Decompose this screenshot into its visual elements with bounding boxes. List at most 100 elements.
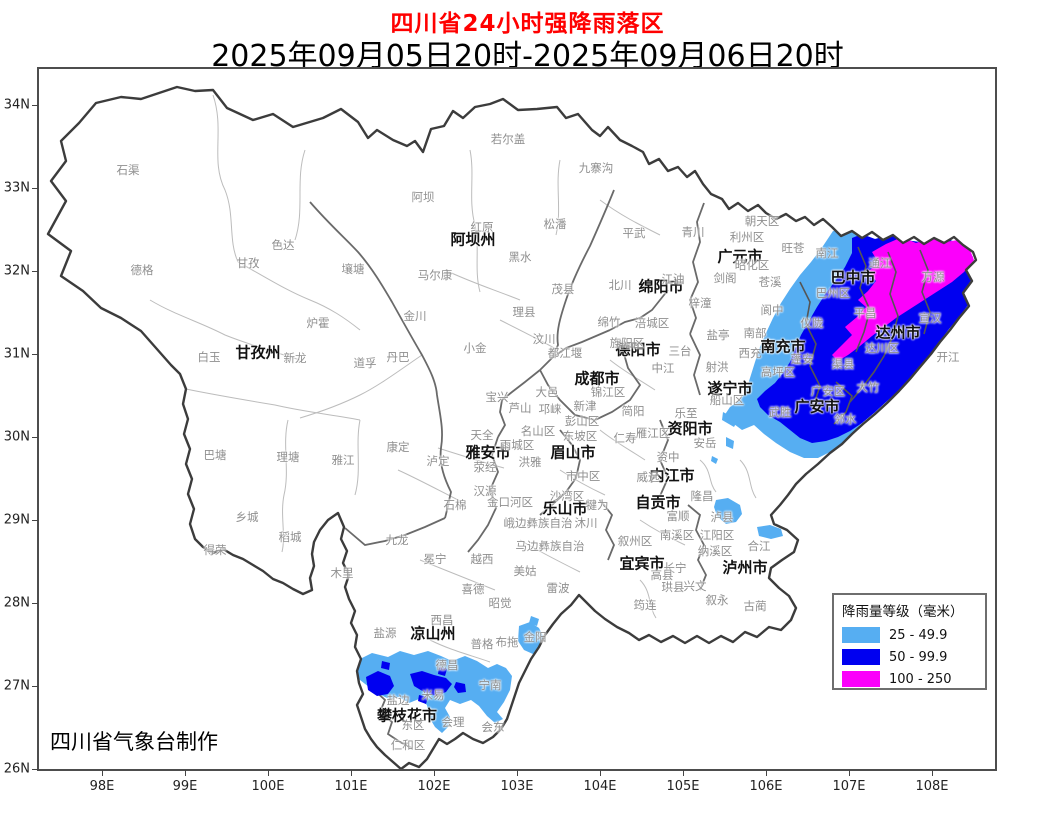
- county-label: 蓬安: [790, 352, 814, 366]
- legend-swatch-1: [842, 649, 880, 665]
- x-tick-mark: [434, 770, 435, 776]
- county-label: 长宁: [663, 561, 687, 575]
- county-label: 威远: [636, 470, 660, 484]
- rainfall-legend: 降雨量等级（毫米） 25 - 49.9 50 - 99.9 100 - 250: [832, 593, 987, 690]
- county-label: 通江: [868, 256, 892, 270]
- prefecture-label: 自贡市: [635, 493, 681, 512]
- county-label: 金口河区: [487, 495, 533, 509]
- rain-sliver-anyue-1: [726, 437, 734, 449]
- county-label: 色达: [271, 238, 295, 252]
- county-label: 安岳: [693, 436, 717, 450]
- rain-blob-south-1: [366, 671, 394, 696]
- county-label: 富顺: [666, 509, 690, 523]
- county-label: 昭化区: [734, 258, 770, 272]
- county-label: 越西: [470, 552, 494, 566]
- prefecture-label: 眉山市: [550, 443, 596, 462]
- county-label: 丹巴: [386, 350, 410, 364]
- prefecture-label: 攀枝花市: [376, 706, 438, 725]
- legend-item: 100 - 250: [842, 668, 985, 690]
- legend-swatch-2: [842, 671, 880, 687]
- x-tick-label: 106E: [749, 779, 783, 794]
- y-tick-mark: [32, 354, 38, 355]
- rain-sliver-chuanshan: [722, 412, 738, 427]
- county-label: 大邑: [535, 385, 559, 399]
- county-label: 若尔盖: [490, 132, 526, 146]
- county-label: 渠县: [831, 357, 855, 371]
- legend-item: 50 - 99.9: [842, 646, 985, 668]
- county-label: 犍为: [585, 498, 609, 512]
- county-label: 甘孜: [236, 256, 260, 270]
- prefecture-label: 乐山市: [542, 499, 588, 518]
- county-label: 宝兴: [485, 390, 509, 404]
- county-label: 古蔺: [743, 599, 767, 613]
- y-tick-label: 26N: [3, 761, 30, 777]
- x-tick-mark: [766, 770, 767, 776]
- county-label: 邻水: [833, 412, 857, 426]
- rain-area-heavy-northeast: [832, 237, 974, 361]
- rain-patch-jinyang: [518, 622, 544, 654]
- county-label: 资中: [656, 450, 680, 464]
- y-tick-label: 27N: [3, 678, 30, 694]
- y-tick-mark: [32, 769, 38, 770]
- x-tick-label: 104E: [583, 779, 617, 794]
- y-tick-mark: [32, 437, 38, 438]
- prefecture-label: 南充市: [760, 337, 806, 356]
- county-label: 南江: [815, 246, 839, 260]
- county-label: 洪雅: [518, 455, 542, 469]
- county-label: 得荣: [203, 543, 227, 557]
- y-tick-label: 33N: [3, 180, 30, 196]
- prefecture-label: 遂宁市: [707, 379, 753, 398]
- county-label: 苍溪: [758, 275, 782, 289]
- prefecture-label: 达州市: [875, 323, 921, 342]
- prefecture-label: 广安市: [794, 397, 840, 416]
- x-tick-label: 102E: [417, 779, 451, 794]
- boundaries-over-rain: [799, 246, 931, 425]
- county-label: 简阳: [621, 404, 645, 418]
- county-label: 雁江区: [635, 426, 671, 440]
- county-label: 旌阳区: [609, 336, 645, 350]
- county-label: 高坪区: [760, 365, 796, 379]
- county-label: 新津: [573, 399, 597, 413]
- county-label: 沐川: [574, 516, 598, 530]
- y-tick-label: 32N: [3, 263, 30, 279]
- county-label: 利州区: [729, 230, 765, 244]
- county-label: 马尔康: [417, 268, 453, 282]
- county-label: 松潘: [543, 217, 567, 231]
- county-label: 马边彝族自治: [515, 539, 585, 553]
- county-label: 石渠: [116, 163, 140, 177]
- county-label: 盐亭: [706, 328, 730, 342]
- county-label: 名山区: [520, 424, 556, 438]
- province-outline: [46, 85, 978, 771]
- county-label: 平昌: [853, 306, 877, 320]
- y-tick-label: 30N: [3, 429, 30, 445]
- county-label: 武胜: [768, 405, 792, 419]
- county-label: 阆中: [760, 303, 784, 317]
- county-label: 小金: [463, 341, 487, 355]
- rain-sliver-anyue-2: [711, 456, 718, 464]
- legend-item-label: 100 - 250: [889, 671, 952, 687]
- y-tick-mark: [32, 520, 38, 521]
- county-label: 汶川: [532, 332, 556, 346]
- prefecture-label: 泸州市: [722, 558, 768, 577]
- x-tick-mark: [932, 770, 933, 776]
- county-label: 美姑: [513, 564, 537, 578]
- county-label: 九龙: [385, 533, 409, 547]
- county-label: 东坡区: [562, 429, 598, 443]
- county-label: 珙县: [661, 580, 685, 594]
- x-tick-label: 101E: [334, 779, 368, 794]
- county-label: 乡城: [235, 510, 259, 524]
- county-label: 巴塘: [203, 448, 227, 462]
- prefecture-label: 阿坝州: [450, 230, 496, 249]
- legend-item-label: 25 - 49.9: [889, 627, 948, 643]
- prefecture-label: 德阳市: [615, 340, 661, 359]
- prefecture-label: 甘孜州: [235, 343, 281, 362]
- county-label: 宁南: [478, 678, 502, 692]
- y-tick-label: 28N: [3, 595, 30, 611]
- prefecture-label: 内江市: [649, 466, 695, 485]
- county-label: 昭觉: [488, 596, 512, 610]
- county-label: 南溪区: [659, 528, 695, 542]
- county-label: 开江: [936, 350, 960, 364]
- county-label: 江油: [661, 272, 685, 286]
- county-label: 广安区: [810, 384, 846, 398]
- legend-item-label: 50 - 99.9: [889, 649, 948, 665]
